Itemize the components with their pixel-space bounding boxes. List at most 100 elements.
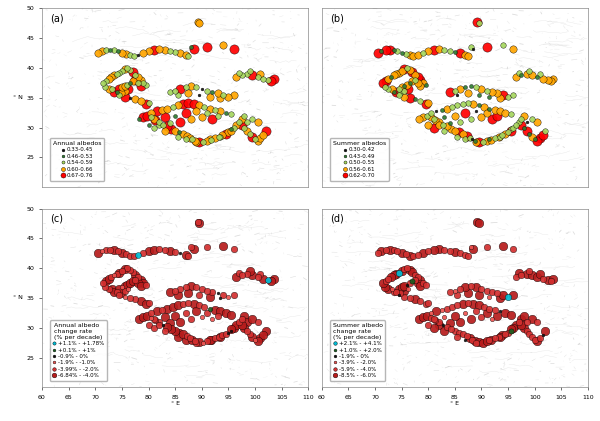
Point [482, 138, 491, 145]
Point [503, 129, 513, 136]
Point [448, 103, 457, 110]
Point [242, 118, 252, 125]
Point [410, 96, 419, 102]
Point [397, 84, 406, 91]
Point [130, 277, 140, 283]
Point [476, 286, 486, 293]
Point [511, 121, 521, 128]
Point [242, 318, 252, 325]
Point [430, 317, 439, 323]
Point [261, 328, 271, 334]
Point [434, 321, 443, 328]
Point [106, 274, 116, 280]
Point [400, 266, 409, 273]
Point [266, 78, 276, 85]
Point [248, 72, 257, 78]
Point [250, 136, 260, 143]
Point [170, 288, 180, 294]
Point [455, 318, 465, 325]
Point [497, 331, 506, 338]
Point [482, 309, 491, 316]
Point [149, 47, 158, 53]
Point [474, 292, 484, 298]
Point [120, 83, 130, 89]
Point [258, 75, 268, 82]
Point [221, 330, 230, 337]
Point [389, 289, 398, 296]
Point [397, 250, 406, 257]
Point [479, 103, 489, 110]
Point [482, 44, 491, 51]
Point [112, 71, 121, 77]
Point [415, 83, 425, 89]
Point [500, 130, 510, 137]
Point [543, 77, 553, 83]
Point [109, 289, 119, 296]
Point [466, 244, 476, 250]
Point [389, 247, 398, 254]
Point [141, 100, 151, 107]
Point [120, 266, 130, 273]
Point [498, 91, 508, 98]
Point [400, 288, 409, 294]
Point [139, 280, 148, 286]
Point [144, 48, 154, 55]
Point [128, 78, 137, 85]
Point [217, 331, 227, 338]
Point [104, 75, 113, 82]
Point [524, 268, 534, 274]
Point [533, 274, 542, 280]
Point [424, 99, 433, 106]
Point [413, 80, 422, 86]
Point [517, 272, 526, 279]
Point [256, 71, 265, 77]
Point [202, 87, 212, 94]
Point [402, 282, 412, 288]
Point [133, 280, 143, 286]
Point [120, 282, 130, 289]
Point [239, 124, 249, 131]
Point [498, 42, 508, 49]
Point [517, 321, 526, 328]
Point [253, 137, 263, 144]
Point [143, 312, 152, 319]
Point [253, 118, 263, 125]
Point [187, 115, 196, 122]
Point [522, 71, 532, 77]
Point [125, 52, 134, 59]
Point [170, 312, 180, 319]
Point [253, 74, 263, 80]
Point [400, 87, 409, 94]
Point [445, 88, 454, 95]
Point [109, 72, 119, 78]
Point [445, 289, 454, 296]
Point [401, 51, 410, 58]
Point [176, 318, 185, 325]
Point [472, 18, 482, 25]
Point [454, 129, 464, 136]
Point [500, 109, 510, 116]
Point [173, 292, 182, 298]
Point [120, 293, 130, 300]
Point [170, 127, 180, 134]
Point [452, 101, 462, 108]
Point [165, 120, 175, 126]
Point [176, 286, 185, 293]
Point [397, 284, 406, 290]
Point [226, 325, 236, 332]
Point [469, 246, 478, 253]
Point [511, 321, 521, 328]
Point [458, 301, 467, 307]
Point [139, 250, 148, 257]
Point [214, 333, 224, 340]
Point [205, 136, 215, 143]
Point [533, 338, 542, 344]
Point [541, 127, 550, 134]
Point [524, 330, 534, 337]
Point [461, 252, 470, 258]
Point [474, 139, 484, 145]
Point [522, 118, 532, 125]
Point [178, 331, 188, 338]
Point [546, 278, 556, 285]
Point [194, 220, 204, 227]
